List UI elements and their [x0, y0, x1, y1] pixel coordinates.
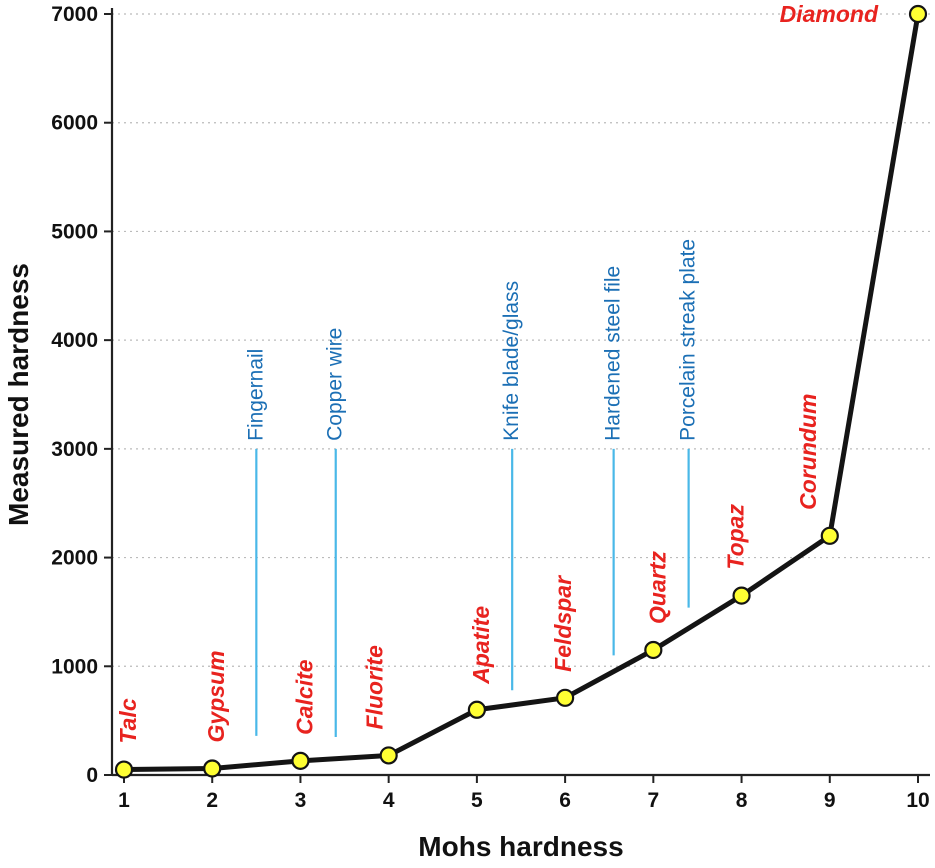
x-tick-label: 7 — [647, 789, 659, 812]
data-point — [291, 751, 310, 770]
mineral-label: Apatite — [468, 606, 494, 685]
annotation-label: Knife blade/glass — [500, 281, 523, 441]
data-point — [644, 640, 663, 660]
series-line — [121, 11, 921, 773]
data-point — [467, 700, 486, 719]
y-tick-label: 1000 — [51, 655, 98, 678]
x-tick-label: 8 — [736, 789, 748, 812]
mineral-label: Feldspar — [550, 575, 576, 672]
annotation-label: Copper wire — [324, 328, 347, 441]
y-tick-label: 7000 — [51, 3, 98, 26]
mineral-label: Quartz — [644, 551, 670, 624]
data-point — [556, 688, 575, 707]
mineral-label: Fluorite — [362, 645, 388, 730]
data-point — [379, 746, 398, 765]
x-tick-label: 9 — [824, 789, 836, 812]
y-axis-title: Measured hardness — [3, 263, 34, 526]
annotation-label: Porcelain streak plate — [677, 239, 700, 441]
mineral-label: Calcite — [291, 659, 317, 735]
x-tick-label: 10 — [906, 789, 929, 812]
data-point — [203, 759, 222, 778]
data-point — [820, 526, 839, 545]
mineral-label: Talc — [115, 698, 141, 743]
x-tick-label: 5 — [471, 789, 483, 812]
data-point — [114, 760, 134, 779]
mineral-label: Corundum — [795, 394, 821, 510]
mineral-label: Diamond — [780, 1, 879, 27]
data-point — [732, 586, 751, 605]
x-tick-label: 2 — [206, 789, 218, 812]
x-tick-label: 3 — [295, 789, 307, 812]
x-axis-title: Mohs hardness — [418, 831, 623, 862]
mineral-label: Gypsum — [203, 650, 229, 742]
y-tick-label: 0 — [86, 764, 98, 787]
x-tick-label: 4 — [383, 789, 395, 812]
y-tick-label: 3000 — [51, 438, 98, 461]
mineral-label: Topaz — [723, 504, 749, 570]
y-tick-label: 5000 — [51, 220, 98, 243]
x-tick-label: 6 — [559, 789, 571, 812]
y-tick-label: 4000 — [51, 329, 98, 352]
y-tick-label: 6000 — [51, 112, 98, 135]
annotation-label: Fingernail — [244, 349, 267, 441]
y-tick-label: 2000 — [51, 547, 98, 570]
annotation-label: Hardened steel file — [602, 266, 625, 441]
x-tick-label: 1 — [118, 789, 130, 812]
data-point — [908, 4, 928, 24]
